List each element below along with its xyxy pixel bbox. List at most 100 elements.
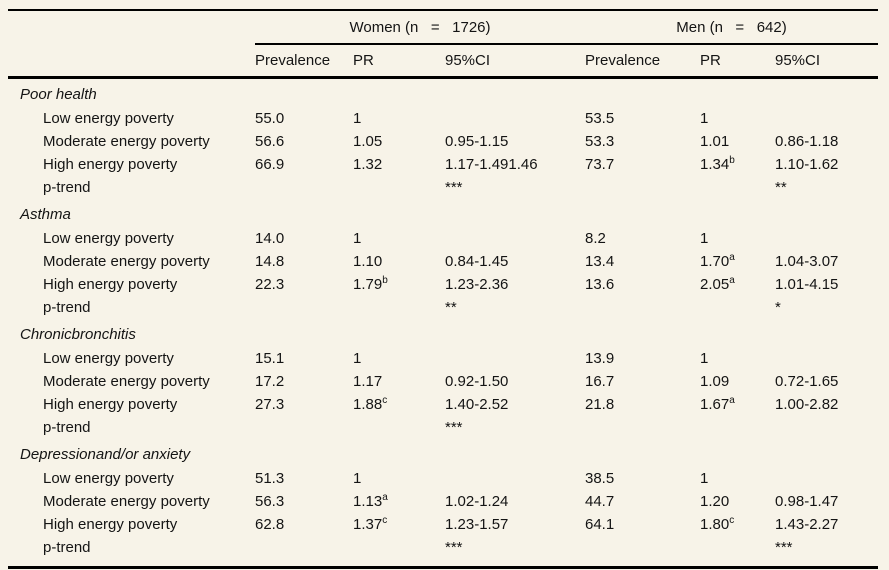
value-cell: 22.3 <box>255 276 285 293</box>
significance-superscript: a <box>729 252 735 263</box>
row-label: High energy poverty <box>43 156 178 173</box>
table-row: p-trend *** *** <box>8 536 878 568</box>
value-cell <box>353 176 445 199</box>
group-header-women: Women (n = 1726) <box>255 10 585 45</box>
row-label: Low energy poverty <box>43 350 174 367</box>
value-cell: ** <box>775 179 787 196</box>
value-cell: 1 <box>353 350 362 367</box>
value-cell: 1.34b <box>700 155 735 174</box>
value-cell: 64.1 <box>585 516 615 533</box>
value-cell: 1.02-1.24 <box>445 493 509 510</box>
col-header-women-pr: PR <box>353 44 445 79</box>
group-header-men: Men (n = 642) <box>585 10 878 45</box>
value-cell: 55.0 <box>255 110 285 127</box>
value-cell: 1 <box>353 110 362 127</box>
value-cell <box>775 416 878 439</box>
value-cell: 1.17 <box>353 373 383 390</box>
value-cell <box>775 467 878 490</box>
section-title: Chronicbronchitis <box>20 326 136 343</box>
value-cell: 13.6 <box>585 276 615 293</box>
significance-superscript: a <box>729 275 735 286</box>
value-cell <box>775 227 878 250</box>
value-cell: 1.01 <box>700 133 730 150</box>
value-cell: 1.13a <box>353 492 388 511</box>
value-cell <box>255 536 353 568</box>
value-cell: 53.5 <box>585 110 615 127</box>
significance-superscript: b <box>382 275 388 286</box>
value-cell: 13.4 <box>585 253 615 270</box>
value-cell: 1.70a <box>700 252 735 271</box>
row-label: Moderate energy poverty <box>43 133 210 150</box>
value-cell <box>353 536 445 568</box>
significance-superscript: b <box>729 155 735 166</box>
value-cell <box>775 107 878 130</box>
value-cell <box>700 176 775 199</box>
value-cell: 1.10 <box>353 253 383 270</box>
value-cell: 16.7 <box>585 373 615 390</box>
row-label: Moderate energy poverty <box>43 493 210 510</box>
value-cell <box>585 296 700 319</box>
value-cell: 44.7 <box>585 493 615 510</box>
value-cell: 1.23-2.36 <box>445 276 509 293</box>
section-header-row: Poor health <box>8 78 878 108</box>
value-cell: 1.17-1.491.46 <box>445 156 538 173</box>
section-header-row: Chronicbronchitis <box>8 319 878 347</box>
value-cell: 1.10-1.62 <box>775 156 839 173</box>
table-row: p-trend *** <box>8 416 878 439</box>
value-cell: 21.8 <box>585 396 615 413</box>
value-cell: *** <box>775 539 793 556</box>
value-cell: 1.04-3.07 <box>775 253 839 270</box>
table-row: Low energy poverty 15.1 1 13.9 1 <box>8 347 878 370</box>
value-cell: ** <box>445 299 457 316</box>
value-cell: 2.05a <box>700 275 735 294</box>
value-cell <box>700 416 775 439</box>
value-cell <box>255 176 353 199</box>
table-row: High energy poverty 22.3 1.79b 1.23-2.36 13.… <box>8 273 878 296</box>
value-cell: 1.09 <box>700 373 730 390</box>
value-cell: 1.32 <box>353 156 383 173</box>
table-row: Low energy poverty 51.3 1 38.5 1 <box>8 467 878 490</box>
value-cell: 1 <box>353 470 362 487</box>
column-header-spacer <box>8 44 255 79</box>
table-row: Moderate energy poverty 56.3 1.13a 1.02-1.2… <box>8 490 878 513</box>
table-row: High energy poverty 27.3 1.88c 1.40-2.52 21.… <box>8 393 878 416</box>
value-cell <box>585 536 700 568</box>
value-cell <box>585 416 700 439</box>
value-cell: 14.0 <box>255 230 285 247</box>
significance-superscript: a <box>729 395 735 406</box>
value-cell: 0.95-1.15 <box>445 133 509 150</box>
value-cell: 1.37c <box>353 515 388 534</box>
value-cell: 0.86-1.18 <box>775 133 839 150</box>
significance-superscript: c <box>729 515 735 526</box>
row-label: Low energy poverty <box>43 230 174 247</box>
table-row: p-trend *** ** <box>8 176 878 199</box>
row-label: High energy poverty <box>43 516 178 533</box>
table-row: High energy poverty 66.9 1.32 1.17-1.491.46… <box>8 153 878 176</box>
value-cell: 51.3 <box>255 470 285 487</box>
row-label: Moderate energy poverty <box>43 373 210 390</box>
value-cell: *** <box>445 179 463 196</box>
value-cell: 38.5 <box>585 470 615 487</box>
value-cell: 0.84-1.45 <box>445 253 509 270</box>
section-title: Asthma <box>20 206 71 223</box>
value-cell <box>445 107 585 130</box>
table-row: Low energy poverty 55.0 1 53.5 1 <box>8 107 878 130</box>
col-header-women-prevalence: Prevalence <box>255 44 353 79</box>
value-cell: 1.79b <box>353 275 388 294</box>
row-label: p-trend <box>43 419 91 436</box>
value-cell <box>353 416 445 439</box>
value-cell <box>255 296 353 319</box>
column-header-row: Prevalence PR 95%CI Prevalence PR 95%CI <box>8 44 878 79</box>
value-cell <box>445 347 585 370</box>
section-title: Poor health <box>20 86 97 103</box>
value-cell: 1 <box>700 230 709 247</box>
value-cell: 1.20 <box>700 493 730 510</box>
significance-superscript: c <box>382 515 388 526</box>
row-label: Moderate energy poverty <box>43 253 210 270</box>
section-header-row: Asthma <box>8 199 878 227</box>
row-label: High energy poverty <box>43 276 178 293</box>
significance-superscript: a <box>382 492 388 503</box>
value-cell: 1.80c <box>700 515 735 534</box>
value-cell: 1.40-2.52 <box>445 396 509 413</box>
value-cell <box>700 536 775 568</box>
